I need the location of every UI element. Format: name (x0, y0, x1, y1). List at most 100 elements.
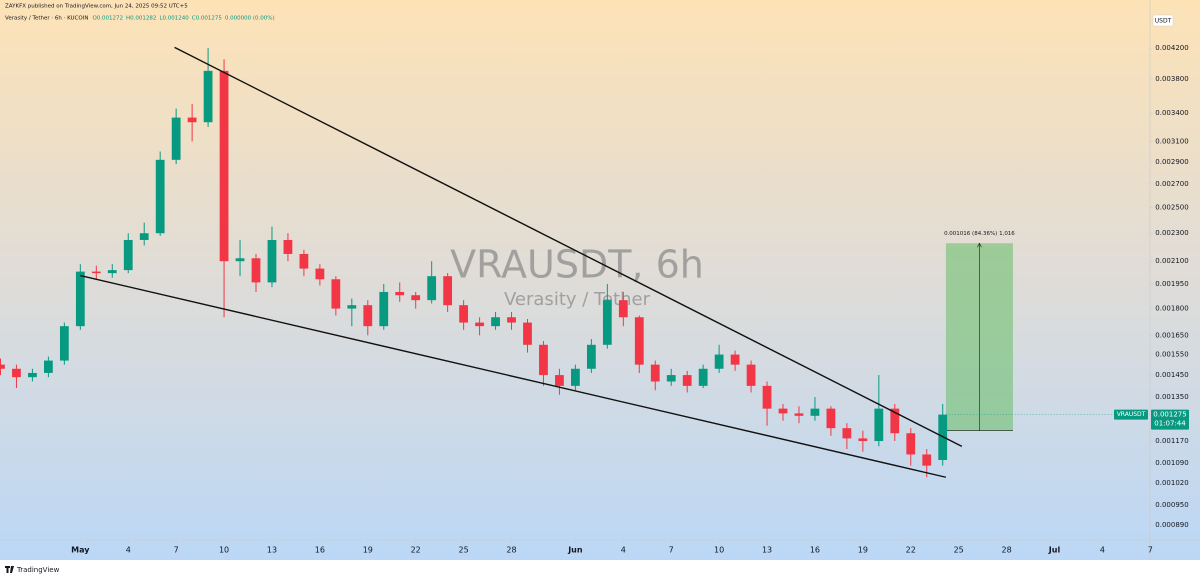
candle-body (427, 276, 437, 301)
y-tick-label: 0.002100 (1155, 257, 1188, 265)
candle-body (219, 70, 229, 262)
candle-body (778, 408, 788, 414)
price-tag-value: 0.001275 (1153, 411, 1186, 419)
candle-body (714, 354, 724, 369)
ohlc-value: 0.000000 (0.00%) (225, 16, 275, 22)
candle-body (586, 344, 596, 369)
symbol-tag (1114, 409, 1148, 420)
candle-body (395, 291, 405, 296)
footer-bar (0, 560, 1200, 577)
y-tick-label: 0.001650 (1155, 331, 1188, 339)
x-tick-label: 25 (954, 546, 964, 555)
candle-body (75, 271, 85, 327)
symbol-tag-label: VRAUSDT (1117, 411, 1146, 418)
price-tag-countdown: 01:07:44 (1154, 420, 1186, 428)
y-tick-label: 0.001550 (1155, 351, 1188, 359)
watermark-subtitle: Verasity / Tether (504, 289, 651, 310)
candle-body (874, 408, 884, 442)
y-tick-label: 0.001020 (1155, 479, 1188, 487)
candle-body (746, 364, 756, 386)
y-tick-label: 0.002500 (1155, 204, 1188, 212)
x-tick-label: 16 (315, 546, 325, 555)
x-tick-label: 10 (219, 546, 229, 555)
candle-body (523, 322, 532, 345)
currency-box (1152, 14, 1174, 27)
candle-body (475, 322, 484, 327)
y-tick-label: 0.002700 (1155, 180, 1188, 188)
candle-body (267, 239, 277, 283)
candle-body (762, 385, 772, 409)
candle-body (283, 239, 293, 254)
price-tag (1151, 409, 1189, 430)
candle-body (618, 300, 628, 318)
ohlc-value: H0.001282 (126, 16, 156, 22)
candle-body (922, 454, 932, 466)
y-tick-label: 0.002900 (1155, 158, 1188, 166)
x-tick-label: 13 (762, 546, 772, 555)
candle-body (12, 368, 21, 378)
candle-body (187, 117, 197, 123)
candle-body (555, 375, 564, 386)
trendline (174, 46, 963, 447)
y-tick-label: 0.003400 (1155, 109, 1188, 117)
x-tick-label: 4 (1100, 546, 1105, 555)
x-tick-label: 7 (669, 546, 674, 555)
y-tick-label: 0.001090 (1155, 459, 1188, 467)
y-tick-label: 0.001170 (1155, 437, 1188, 445)
candle-body (826, 408, 836, 429)
candle-body (858, 438, 868, 442)
x-tick-label: 13 (267, 546, 277, 555)
candle-body (315, 268, 325, 280)
candle-body (0, 364, 5, 369)
currency: USDT (1155, 18, 1172, 25)
candle-body (251, 258, 261, 283)
x-tick-label: Jul (1048, 546, 1061, 555)
candle-body (890, 408, 900, 434)
candle-body (59, 326, 69, 361)
measure-arrow-head (977, 242, 982, 248)
candle-body (794, 413, 804, 416)
candle-body (363, 305, 373, 327)
candle-body (666, 375, 676, 382)
candle-body (443, 276, 453, 306)
x-tick-label: May (71, 546, 90, 555)
publisher: ZAYKFX published on TradingView.com, Jun… (5, 4, 188, 10)
x-tick-label: 16 (810, 546, 820, 555)
x-tick-label: Jun (567, 546, 583, 555)
candle-body (123, 239, 133, 271)
candle-body (171, 117, 181, 160)
candle-body (155, 159, 165, 234)
brand: TradingView (16, 566, 60, 574)
y-tick-label: 0.001350 (1155, 393, 1188, 401)
candle-body (107, 270, 117, 274)
candle-body (539, 344, 548, 376)
candle-body (203, 70, 213, 123)
candle-body (459, 305, 469, 323)
x-tick-label: 4 (621, 546, 626, 555)
ohlc-value: L0.001240 (159, 16, 189, 22)
x-tick-label: 22 (906, 546, 916, 555)
candle-body (906, 433, 916, 455)
x-tick-label: 22 (411, 546, 421, 555)
y-tick-label: 0.000950 (1155, 501, 1188, 509)
watermark: VRAUSDT, 6h (450, 243, 704, 287)
candle-body (602, 300, 612, 345)
candle-body (347, 305, 357, 309)
candle-body (491, 317, 500, 327)
y-tick-label: 0.004200 (1155, 44, 1188, 52)
candle-body (235, 258, 245, 262)
candle-body (43, 360, 53, 373)
measure-label: 0.001016 (84.36%) 1,016 (944, 231, 1015, 237)
x-tick-label: 19 (858, 546, 868, 555)
brand-logo (5, 566, 14, 573)
y-tick-label: 0.001450 (1155, 371, 1188, 379)
trendline (80, 274, 947, 478)
legend: Verasity / Tether · 6h · KUCOIN O0.00127… (5, 16, 275, 22)
y-tick-label: 0.001800 (1155, 305, 1188, 313)
candle-body (698, 368, 708, 386)
y-tick-label: 0.003800 (1155, 75, 1188, 83)
candle-body (411, 295, 421, 301)
candle-body (650, 364, 660, 382)
x-tick-label: 28 (1001, 546, 1011, 555)
